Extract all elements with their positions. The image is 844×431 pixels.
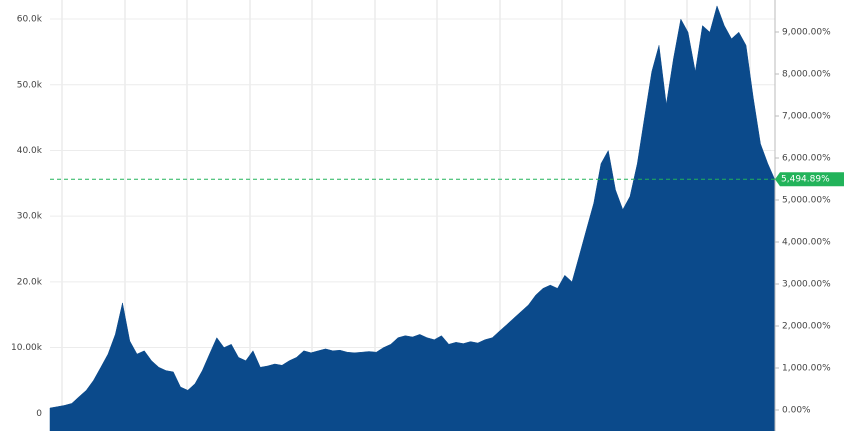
current-label: 5,494.89% xyxy=(781,175,830,185)
y-tick-label: 40.0k xyxy=(17,146,43,156)
y-tick-label: 10.00k xyxy=(11,343,43,353)
y-tick-label: 50.0k xyxy=(17,80,43,90)
y-tick-label: 30.0k xyxy=(17,212,43,222)
y2-tick-label: 4,000.00% xyxy=(782,238,831,248)
y2-tick-label: 7,000.00% xyxy=(782,112,831,122)
y2-tick-label: 2,000.00% xyxy=(782,322,831,332)
current-badge xyxy=(775,172,844,187)
y2-tick-label: 3,000.00% xyxy=(782,280,831,290)
y2-tick-label: 9,000.00% xyxy=(782,28,831,38)
y2-tick-label: 0.00% xyxy=(782,406,811,416)
price-area xyxy=(49,5,776,431)
y2-tick-label: 6,000.00% xyxy=(782,154,831,164)
y-tick-label: 0 xyxy=(36,409,42,419)
y-tick-label: 60.0k xyxy=(17,15,43,25)
y2-tick-label: 5,000.00% xyxy=(782,196,831,206)
y2-tick-label: 1,000.00% xyxy=(782,364,831,374)
y2-tick-label: 8,000.00% xyxy=(782,70,831,80)
y-tick-label: 20.0k xyxy=(17,277,43,287)
